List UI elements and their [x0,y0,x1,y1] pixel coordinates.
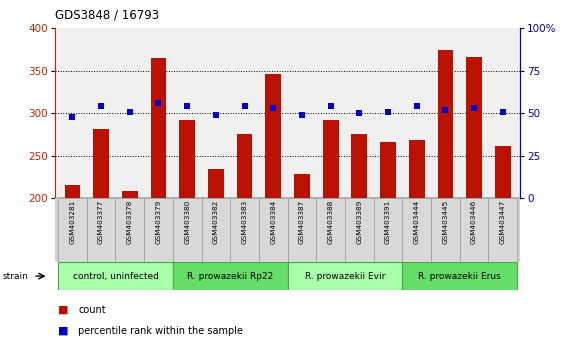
Bar [489,198,517,262]
Point [125,109,134,114]
Point [469,105,479,111]
Text: GSM403445: GSM403445 [442,200,449,244]
Bar [294,175,310,198]
Bar [437,50,453,198]
Bar [208,169,224,198]
Text: GSM403382: GSM403382 [213,200,219,244]
Bar [431,198,460,262]
Text: GSM403380: GSM403380 [184,200,190,244]
Bar [122,190,138,198]
Bar [316,198,345,262]
Text: R. prowazekii Erus: R. prowazekii Erus [418,272,501,281]
Bar [64,185,80,198]
Text: GSM403281: GSM403281 [69,200,76,244]
Point [297,112,307,118]
Bar [230,198,259,262]
Point [441,107,450,113]
Bar [288,198,316,262]
Bar [403,198,431,262]
Point [96,104,106,109]
Bar [288,262,403,290]
Text: GSM403384: GSM403384 [270,200,276,244]
Bar [495,147,511,198]
Bar [345,198,374,262]
Bar [352,134,367,198]
Bar [236,134,253,198]
Text: ■: ■ [58,305,69,315]
Point [68,114,77,120]
Bar [466,57,482,198]
Point [154,100,163,106]
Text: GSM403444: GSM403444 [414,200,419,244]
Point [211,112,221,118]
Point [383,109,393,114]
Bar [58,262,173,290]
Point [326,104,335,109]
Bar [374,198,403,262]
Bar [460,198,489,262]
Text: R. prowazekii Evir: R. prowazekii Evir [305,272,385,281]
Text: GSM403388: GSM403388 [328,200,333,244]
Bar [173,262,288,290]
Text: GSM403391: GSM403391 [385,200,391,244]
Text: GSM403378: GSM403378 [127,200,133,244]
Bar [180,120,195,198]
Text: GSM403383: GSM403383 [242,200,248,244]
Bar [409,139,425,198]
Text: control, uninfected: control, uninfected [73,272,159,281]
Text: GSM403379: GSM403379 [156,200,162,244]
Text: GSM403389: GSM403389 [356,200,363,244]
Text: GSM403447: GSM403447 [500,200,506,244]
Text: percentile rank within the sample: percentile rank within the sample [78,326,243,336]
Bar [93,129,109,198]
Bar [259,198,288,262]
Point [240,104,249,109]
Point [354,110,364,116]
Bar [266,74,281,198]
Text: GSM403446: GSM403446 [471,200,477,244]
Bar [403,262,517,290]
Bar [173,198,202,262]
Bar [322,120,339,198]
Point [182,104,192,109]
Bar [380,142,396,198]
Bar [116,198,144,262]
Text: count: count [78,305,106,315]
Bar [202,198,230,262]
Point [412,104,421,109]
Bar [144,198,173,262]
Text: ■: ■ [58,326,69,336]
Text: GSM403387: GSM403387 [299,200,305,244]
Text: strain: strain [3,272,29,281]
Text: R. prowazekii Rp22: R. prowazekii Rp22 [187,272,273,281]
Bar [58,198,87,262]
Bar [150,58,166,198]
Text: GSM403377: GSM403377 [98,200,104,244]
Point [268,105,278,111]
Bar [87,198,116,262]
Text: GDS3848 / 16793: GDS3848 / 16793 [55,9,159,22]
Point [498,109,507,114]
